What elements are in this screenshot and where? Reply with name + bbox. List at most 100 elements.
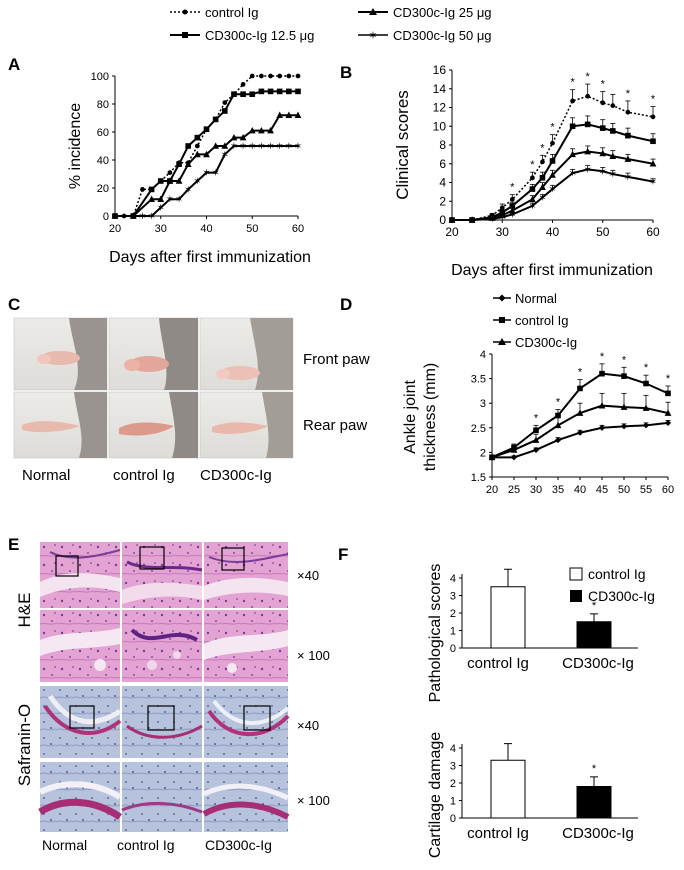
x-tick-label: 55 (640, 484, 652, 496)
marker-circle (194, 143, 200, 149)
series-line (452, 168, 654, 221)
marker-square (157, 178, 164, 184)
x-tick-label: 30 (496, 225, 510, 239)
y-tick-label: 6 (439, 157, 446, 171)
legend-marker-diamond (498, 294, 506, 302)
y-tick-label: 2 (450, 608, 456, 620)
x-tick-label: 50 (246, 223, 258, 235)
marker-square (185, 143, 191, 149)
marker-circle (600, 100, 606, 106)
significance-mark: * (540, 142, 545, 154)
significance-mark: * (578, 367, 583, 379)
saf-x100-normal (38, 762, 122, 832)
significance-mark: * (586, 71, 591, 83)
y-tick-label: 0 (103, 211, 109, 223)
y-tick-label: 4 (439, 176, 446, 190)
bar-cd300c-ig (576, 621, 612, 649)
marker-triangle (248, 126, 256, 134)
marker-circle (240, 82, 246, 87)
marker-square (539, 175, 546, 181)
marker-square (625, 132, 631, 139)
bar-cd300c-ig (576, 786, 612, 819)
y-tick-label: 16 (433, 63, 447, 77)
marker-square (249, 91, 256, 97)
marker-square (533, 427, 539, 434)
series-cd300c-ig-25-g (111, 111, 302, 219)
panel-letter-a: A (8, 55, 20, 74)
marker-star: ✶ (276, 142, 284, 153)
panel-e-histology: H&E Safranin-O (15, 542, 330, 853)
row-label-front-paw: Front paw (303, 351, 370, 368)
col-label-cd300c-ig: CD300c-Ig (205, 837, 272, 853)
marker-circle (222, 100, 228, 105)
chart-f-pathological-scores: 0 1 2 3 4 control Ig * CD300c-Ig Pathological sc… (427, 564, 638, 702)
y-axis-title: Cartilage damage (427, 732, 444, 858)
significance-mark: * (626, 88, 631, 100)
marker-square (231, 91, 237, 97)
series-line (115, 145, 298, 217)
marker-star: ✶ (202, 168, 210, 179)
he-x100-control (122, 610, 202, 682)
marker-star: ✶ (568, 169, 576, 180)
marker-star: ✶ (266, 142, 274, 153)
marker-star: ✶ (624, 172, 632, 183)
x-tick-label: 30 (530, 484, 542, 496)
marker-triangle (529, 195, 536, 203)
y-tick-label: 4 (450, 743, 456, 755)
legend-label: CD300c-Ig 25 μg (393, 5, 492, 20)
marker-star: ✶ (111, 212, 119, 223)
marker-star: ✶ (583, 165, 591, 176)
marker-square (509, 203, 516, 209)
y-tick-label: 60 (97, 127, 109, 139)
y-axis-title: % incidence (67, 103, 84, 189)
photo-front-paw-control (108, 317, 199, 391)
significance-mark: * (570, 77, 575, 89)
marker-star: ✶ (184, 185, 192, 196)
y-tick-label: 14 (433, 82, 447, 96)
marker-square (286, 88, 292, 95)
panel-letter-f: F (338, 545, 348, 564)
category-label: control Ig (467, 825, 529, 842)
saf-x40-row (40, 686, 290, 758)
significance-mark: * (644, 362, 649, 374)
y-tick-label: 2 (480, 447, 486, 459)
y-tick-label: 3 (450, 591, 456, 603)
legend-item-cd300c-ig: CD300c-Ig (493, 335, 577, 350)
marker-triangle (488, 453, 496, 461)
marker-diamond (642, 422, 650, 429)
col-label-cd300c-ig: CD300c-Ig (200, 467, 272, 484)
marker-circle (650, 114, 656, 120)
y-tick-label: 4 (450, 573, 456, 585)
marker-star: ✶ (599, 167, 607, 178)
significance-mark: * (651, 94, 656, 106)
legend-marker-square (499, 317, 505, 323)
marker-diamond (620, 423, 628, 430)
mag-label-he-x100: × 100 (297, 648, 330, 663)
x-tick-label: 45 (596, 484, 608, 496)
legend-marker-star: ✶ (368, 30, 377, 42)
marker-square (577, 385, 583, 392)
marker-square (194, 134, 201, 141)
marker-triangle (569, 150, 576, 158)
y-tick-label: 0 (450, 643, 456, 655)
marker-circle (499, 205, 505, 211)
y-tick-label: 2 (439, 194, 446, 208)
y-tick-label: 12 (433, 101, 447, 115)
x-tick-label: 60 (646, 225, 660, 239)
marker-circle (509, 196, 515, 202)
marker-star: ✶ (294, 142, 302, 153)
legend-item-control-ig: control Ig (170, 5, 258, 20)
marker-square (599, 125, 606, 131)
marker-star: ✶ (508, 210, 516, 221)
x-tick-label: 60 (662, 484, 674, 496)
x-axis-title: Days after first immunization (109, 249, 311, 266)
marker-triangle (549, 171, 556, 178)
marker-circle (570, 98, 575, 104)
x-tick-label: 50 (618, 484, 630, 496)
he-x40-control (122, 542, 203, 608)
marker-triangle (609, 152, 617, 160)
marker-star: ✶ (193, 177, 201, 188)
marker-triangle (539, 183, 546, 190)
